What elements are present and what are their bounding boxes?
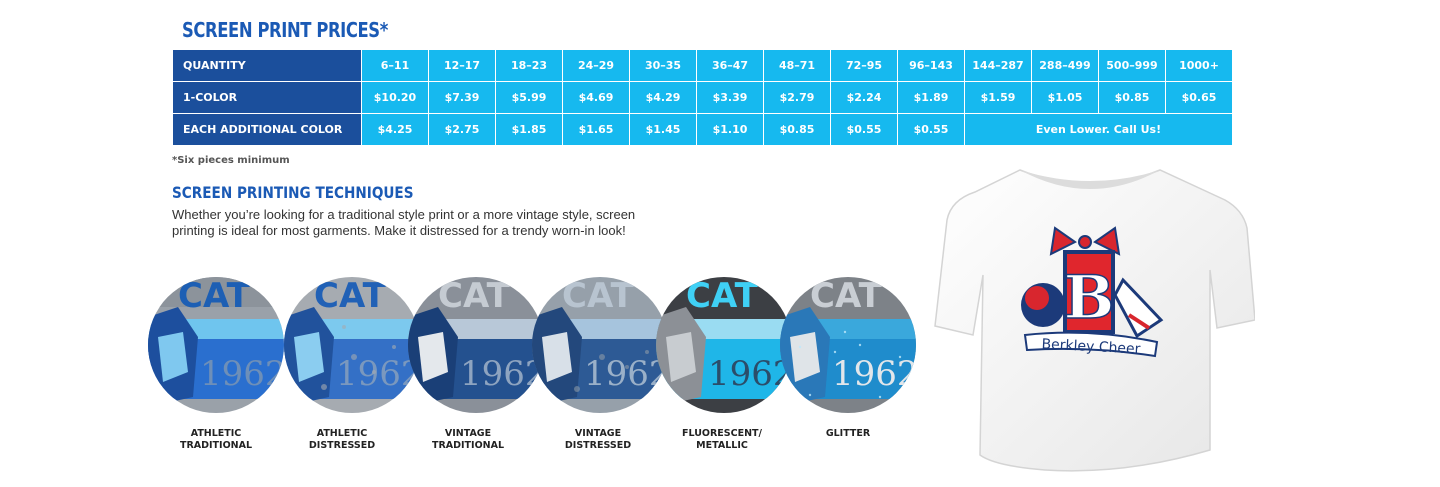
quantity-cell: 30–35: [629, 49, 697, 82]
price-cell: $5.99: [495, 81, 563, 114]
quantity-cell: 144–287: [964, 49, 1032, 82]
price-table: QUANTITY 6–11 12–17 18–23 24–29 30–35 36…: [172, 49, 1233, 146]
price-cell: $4.25: [361, 113, 429, 146]
sample-year-text: 1962: [336, 354, 420, 394]
price-cell: $1.59: [964, 81, 1032, 114]
price-cell: $1.45: [629, 113, 697, 146]
price-cell: $4.69: [562, 81, 630, 114]
price-cell: $3.39: [696, 81, 764, 114]
glitter-label: GLITTER: [825, 428, 871, 439]
sample-year-text: 1962: [708, 354, 792, 394]
athletic-distressed-sample-image: CAT 1962: [284, 277, 420, 413]
price-cell: $1.05: [1031, 81, 1099, 114]
quantity-cell: 500–999: [1098, 49, 1166, 82]
quantity-row: QUANTITY 6–11 12–17 18–23 24–29 30–35 36…: [172, 49, 1233, 82]
athletic-traditional-sample-image: CAT 1962: [148, 277, 284, 413]
quantity-cell: 24–29: [562, 49, 630, 82]
price-cell: $1.89: [897, 81, 965, 114]
quantity-cell: 6–11: [361, 49, 429, 82]
shirt-letter: B: [1064, 263, 1115, 333]
shirt-text: Berkley Cheer: [1041, 336, 1141, 357]
quantity-cell: 1000+: [1165, 49, 1233, 82]
vintage-traditional-label: VINTAGE TRADITIONAL: [431, 428, 504, 451]
sample-cat-text: CAT: [562, 277, 635, 316]
price-cell: $0.65: [1165, 81, 1233, 114]
vintage-traditional-sample-image: CAT 1962: [408, 277, 544, 413]
fluorescent-metallic-sample-image: CAT 1962: [656, 277, 792, 413]
one-color-header: 1-COLOR: [172, 81, 362, 114]
additional-color-row: EACH ADDITIONAL COLOR $4.25 $2.75 $1.85 …: [172, 113, 1233, 146]
quantity-cell: 12–17: [428, 49, 496, 82]
price-cell: $4.29: [629, 81, 697, 114]
quantity-cell: 36–47: [696, 49, 764, 82]
price-cell: $1.65: [562, 113, 630, 146]
minimum-footnote: *Six pieces minimum: [172, 155, 290, 166]
quantity-cell: 288–499: [1031, 49, 1099, 82]
price-cell: $0.85: [1098, 81, 1166, 114]
additional-color-header: EACH ADDITIONAL COLOR: [172, 113, 362, 146]
sample-cat-text: CAT: [314, 277, 387, 316]
sample-cat-text: CAT: [686, 277, 759, 316]
glitter-sample-image: CAT 1962: [780, 277, 916, 413]
sample-year-text: 1962: [832, 354, 916, 394]
price-cell: $2.79: [763, 81, 831, 114]
sample-cat-text: CAT: [178, 277, 251, 316]
quantity-cell: 96–143: [897, 49, 965, 82]
sample-cat-text: CAT: [438, 277, 511, 316]
price-cell: $1.85: [495, 113, 563, 146]
athletic-distressed-label: ATHLETIC DISTRESSED: [308, 428, 376, 451]
quantity-cell: 48–71: [763, 49, 831, 82]
quantity-cell: 72–95: [830, 49, 898, 82]
call-us-cell: Even Lower. Call Us!: [964, 113, 1233, 146]
page-title: SCREEN PRINT PRICES*: [182, 18, 388, 42]
price-cell: $7.39: [428, 81, 496, 114]
tshirt-image: B Berkley Cheer: [925, 150, 1256, 482]
sample-year-text: 1962: [584, 354, 668, 394]
techniques-title: SCREEN PRINTING TECHNIQUES: [172, 183, 414, 202]
fluorescent-metallic-label: FLUORESCENT/METALLIC: [681, 428, 762, 451]
price-cell: $0.55: [830, 113, 898, 146]
sample-year-text: 1962: [200, 354, 284, 394]
price-cell: $2.24: [830, 81, 898, 114]
price-cell: $2.75: [428, 113, 496, 146]
quantity-cell: 18–23: [495, 49, 563, 82]
techniques-description: Whether you’re looking for a traditional…: [172, 207, 636, 238]
athletic-traditional-label: ATHLETIC TRADITIONAL: [179, 428, 252, 451]
one-color-row: 1-COLOR $10.20 $7.39 $5.99 $4.69 $4.29 $…: [172, 81, 1233, 114]
price-cell: $10.20: [361, 81, 429, 114]
vintage-distressed-sample-image: CAT 1962: [532, 277, 668, 413]
sample-cat-text: CAT: [810, 277, 883, 316]
quantity-header: QUANTITY: [172, 49, 362, 82]
price-cell: $0.55: [897, 113, 965, 146]
price-cell: $0.85: [763, 113, 831, 146]
price-cell: $1.10: [696, 113, 764, 146]
sample-year-text: 1962: [460, 354, 544, 394]
vintage-distressed-label: VINTAGE DISTRESSED: [564, 428, 632, 451]
